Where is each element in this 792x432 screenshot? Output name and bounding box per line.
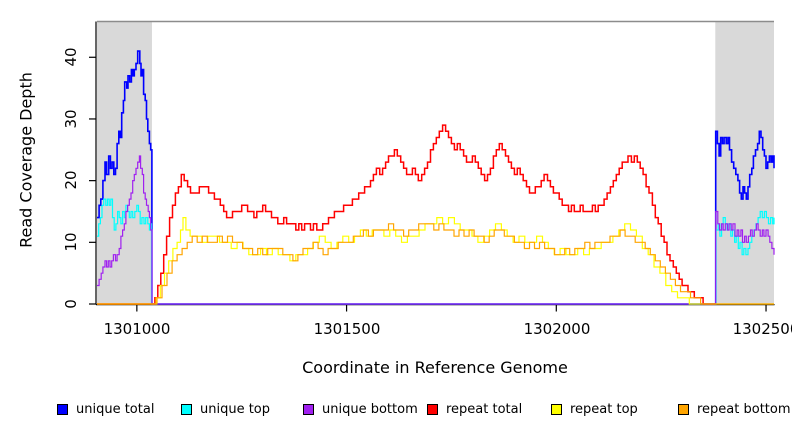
legend-item-repeat-top: repeat top [551, 397, 638, 421]
legend-label: unique top [200, 401, 271, 417]
y-tick-label-20: 20 [62, 170, 80, 190]
unique-bottom-swatch-icon [303, 403, 314, 415]
legend-label: unique bottom [322, 401, 418, 417]
y-axis-title: Read Coverage Depth [16, 72, 36, 248]
x-tick-label-1302000: 1302000 [523, 320, 591, 338]
unique-top-swatch-icon [181, 403, 192, 415]
legend: unique total unique top unique bottom re… [0, 397, 792, 421]
repeat-total-swatch-icon [427, 403, 438, 415]
x-tick-label-1301500: 1301500 [313, 320, 381, 338]
legend-item-unique-bottom: unique bottom [303, 397, 418, 421]
legend-label: repeat total [446, 401, 523, 417]
legend-item-repeat-total: repeat total [427, 397, 522, 421]
unique-total-swatch-icon [57, 403, 68, 415]
x-axis-title: Coordinate in Reference Genome [302, 358, 568, 377]
y-tick-label-10: 10 [62, 232, 80, 252]
x-tick-label-1301000: 1301000 [103, 320, 171, 338]
repeat-bottom-swatch-icon [678, 403, 689, 415]
legend-item-unique-top: unique top [181, 397, 270, 421]
x-tick-label-1302500: 1302500 [732, 320, 792, 338]
legend-item-repeat-bottom: repeat bottom [678, 397, 791, 421]
legend-item-unique-total: unique total [57, 397, 154, 421]
repeat-top-swatch-icon [551, 403, 562, 415]
y-tick-label-30: 30 [62, 109, 80, 129]
legend-label: repeat top [570, 401, 638, 417]
legend-label: unique total [76, 401, 155, 417]
y-tick-label-40: 40 [62, 47, 80, 67]
y-tick-label-0: 0 [62, 299, 80, 309]
legend-label: repeat bottom [697, 401, 791, 417]
